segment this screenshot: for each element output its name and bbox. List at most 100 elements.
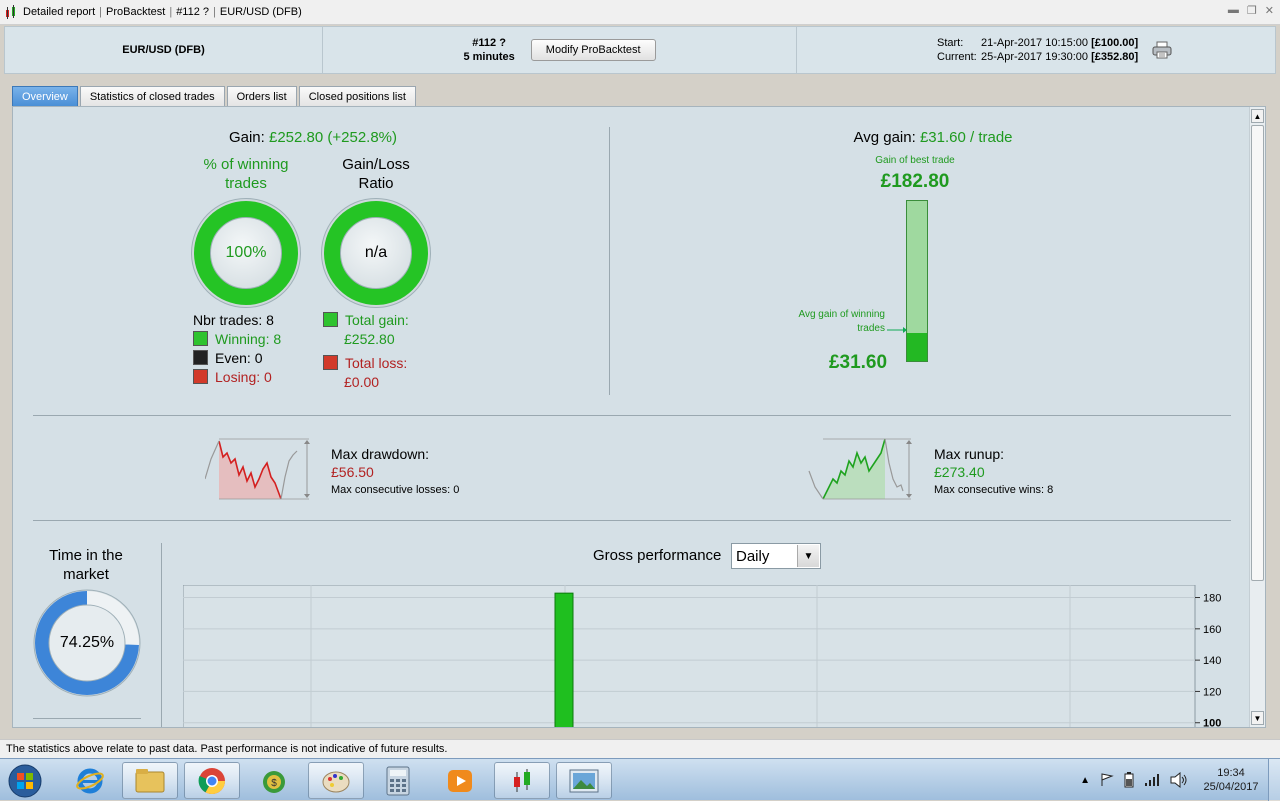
network-signal-icon[interactable]	[1144, 773, 1160, 787]
tray-expand-icon[interactable]: ▲	[1080, 774, 1090, 786]
tab-statistics-closed-trades[interactable]: Statistics of closed trades	[79, 86, 225, 106]
max-runup-chart	[808, 438, 912, 500]
winning-title-line2: trades	[225, 175, 267, 192]
overview-panel: Gain: £252.80 (+252.8%) % of winning tra…	[12, 106, 1266, 728]
winning-title-line1: % of winning	[203, 156, 289, 173]
title-part-module: ProBacktest	[106, 6, 166, 18]
taskbar-metatrader[interactable]: $	[246, 762, 302, 799]
taskbar-calculator[interactable]	[370, 762, 426, 799]
candlestick-icon	[514, 768, 530, 792]
battery-icon[interactable]	[1124, 772, 1134, 788]
action-center-flag-icon[interactable]	[1100, 773, 1114, 787]
gain-value: £252.80 (+252.8%)	[269, 129, 398, 146]
nbr-trades: Nbr trades: 8	[193, 312, 274, 328]
gain-loss-ratio-title: Gain/Loss Ratio	[311, 155, 441, 193]
best-trade-value: £182.80	[880, 171, 950, 192]
instrument-label: EUR/USD (DFB)	[5, 27, 323, 73]
time-in-market-value: 74.25%	[59, 634, 115, 651]
tab-closed-positions-list[interactable]: Closed positions list	[298, 86, 416, 106]
max-runup-label: Max runup:	[934, 446, 1005, 462]
avg-winning-fill	[907, 333, 927, 361]
start-capital: [£100.00]	[1091, 37, 1139, 49]
max-runup-block: Max runup: £273.40 Max consecutive wins:…	[934, 445, 1053, 499]
report-tabs: Overview Statistics of closed trades Ord…	[12, 86, 416, 106]
even-count: Even: 0	[215, 350, 263, 366]
timeframe-label: 5 minutes	[463, 51, 515, 63]
taskbar-clock[interactable]: 19:34 25/04/2017	[1194, 766, 1268, 794]
folder-icon	[135, 768, 165, 792]
avg-winning-value: £31.60	[828, 352, 888, 373]
taskbar-prorealtime[interactable]	[494, 762, 550, 799]
winning-trades-ring: 100%	[194, 201, 298, 305]
volume-icon[interactable]	[1170, 772, 1188, 788]
max-runup-value: £273.40	[934, 464, 985, 480]
status-bar: The statistics above relate to past data…	[0, 739, 1280, 758]
restore-icon[interactable]: ❐	[1246, 5, 1257, 17]
close-icon[interactable]: ✕	[1264, 5, 1274, 17]
tab-orders-list[interactable]: Orders list	[226, 86, 297, 106]
clock-time: 19:34	[1217, 767, 1245, 779]
time-in-market-ring	[33, 589, 141, 697]
gain-loss-breakdown: Total gain: £252.80 Total loss: £0.00	[323, 311, 409, 392]
system-name: #112 ?	[472, 37, 506, 49]
taskbar-chrome[interactable]	[184, 762, 240, 799]
horizontal-divider	[33, 718, 141, 719]
current-date: 25-Apr-2017 19:30:00	[981, 51, 1089, 63]
report-header: EUR/USD (DFB) #112 ? 5 minutes Modify Pr…	[4, 26, 1276, 74]
tab-overview[interactable]: Overview	[12, 86, 78, 106]
start-label: Start:	[937, 37, 964, 49]
time-in-market-line1: Time in the	[49, 547, 123, 564]
paint-palette-icon	[322, 771, 350, 792]
probacktest-app-icon	[6, 5, 15, 19]
period-select[interactable]: Daily ▼	[731, 543, 821, 569]
taskbar-media-player[interactable]	[432, 762, 488, 799]
y-tick-label: 180	[1203, 593, 1221, 605]
scroll-up-icon[interactable]: ▲	[1251, 109, 1264, 123]
y-tick-label: 100	[1203, 718, 1221, 728]
horizontal-divider	[33, 520, 1231, 521]
y-tick-label: 140	[1203, 655, 1221, 667]
avg-winning-label-line2: trades	[857, 323, 885, 334]
avg-gain-value: £31.60 / trade	[919, 129, 1013, 146]
taskbar-file-explorer[interactable]	[122, 762, 178, 799]
total-loss-swatch	[323, 355, 338, 370]
winning-count: Winning: 8	[215, 331, 282, 347]
calculator-icon	[386, 766, 410, 795]
title-separator: |	[169, 6, 173, 18]
taskbar-photo-viewer[interactable]	[556, 762, 612, 799]
minimize-icon[interactable]: ▬	[1227, 4, 1239, 16]
show-desktop-button[interactable]	[1268, 759, 1280, 801]
modify-probacktest-button[interactable]: Modify ProBacktest	[530, 39, 656, 61]
current-capital: [£352.80]	[1091, 51, 1139, 63]
ratio-title-line1: Gain/Loss	[342, 156, 410, 173]
section-divider	[161, 543, 162, 727]
vertical-scrollbar[interactable]: ▲ ▼	[1249, 107, 1265, 727]
taskbar-paint[interactable]	[308, 762, 364, 799]
window-titlebar: Detailed report | ProBacktest | #112 ? |…	[0, 0, 1280, 25]
ratio-value: n/a	[340, 217, 412, 289]
time-in-market-title: Time in the market	[33, 546, 139, 584]
chrome-icon	[198, 767, 226, 794]
title-separator: |	[213, 6, 216, 18]
losing-count: Losing: 0	[215, 369, 272, 385]
scroll-down-icon[interactable]: ▼	[1251, 711, 1264, 725]
avg-winning-label: Avg gain of winning trades	[755, 308, 885, 336]
max-drawdown-chart	[205, 438, 310, 500]
current-label: Current:	[937, 51, 977, 63]
ratio-title-line2: Ratio	[358, 175, 394, 192]
printer-icon[interactable]	[1152, 41, 1172, 59]
arrow-right-icon	[887, 327, 907, 333]
chart-bars	[554, 592, 574, 727]
total-gain-value: £252.80	[344, 331, 395, 347]
scrollbar-thumb[interactable]	[1251, 125, 1264, 581]
trades-breakdown: Nbr trades: 8 Winning: 8 Even: 0 Losing:…	[193, 311, 281, 387]
taskbar-internet-explorer[interactable]	[62, 762, 118, 799]
windows-taskbar: $ ▲ 19:34 25/04/2017	[0, 758, 1280, 801]
max-consecutive-losses: Max consecutive losses: 0	[331, 484, 460, 496]
total-gain-swatch	[323, 312, 338, 327]
max-drawdown-label: Max drawdown:	[331, 446, 430, 462]
chevron-down-icon[interactable]: ▼	[797, 545, 819, 567]
photo-viewer-icon	[569, 769, 599, 792]
avg-gain-summary: Avg gain: £31.60 / trade	[633, 129, 1233, 146]
start-button[interactable]	[4, 762, 46, 799]
